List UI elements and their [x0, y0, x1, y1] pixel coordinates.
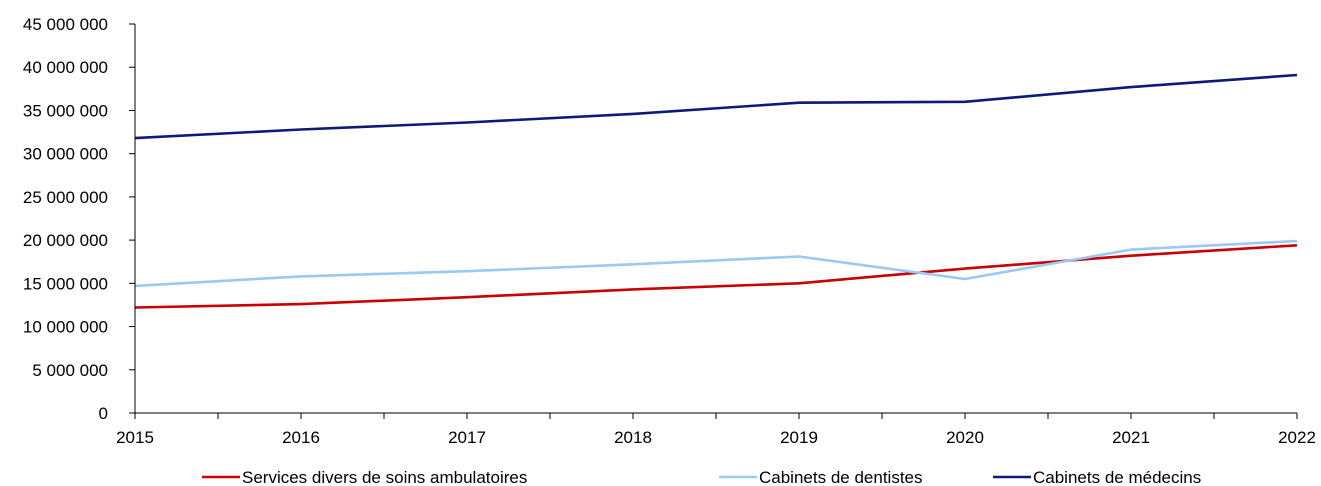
y-tick-label: 30 000 000 — [23, 145, 108, 164]
y-tick-label: 35 000 000 — [23, 101, 108, 120]
y-tick-label: 15 000 000 — [23, 274, 108, 293]
y-tick-label: 40 000 000 — [23, 58, 108, 77]
y-tick-label: 5 000 000 — [32, 361, 108, 380]
y-tick-label: 10 000 000 — [23, 318, 108, 337]
series-line-3 — [135, 75, 1297, 138]
x-tick-label: 2021 — [1112, 428, 1150, 447]
y-tick-label: 20 000 000 — [23, 231, 108, 250]
legend-label: Services divers de soins ambulatoires — [242, 468, 527, 486]
series-lines — [135, 75, 1297, 308]
y-axis-ticks: 0 5 000 000 10 000 000 15 000 000 20 000 000… — [23, 15, 135, 423]
x-tick-label: 2015 — [116, 428, 154, 447]
y-tick-label: 0 — [99, 404, 108, 423]
legend: Services divers de soins ambulatoires Cab… — [202, 468, 1201, 486]
x-tick-label: 2018 — [614, 428, 652, 447]
x-tick-label: 2016 — [282, 428, 320, 447]
legend-label: Cabinets de dentistes — [759, 468, 923, 486]
legend-label: Cabinets de médecins — [1033, 468, 1201, 486]
x-tick-label: 2020 — [946, 428, 984, 447]
x-tick-label: 2017 — [448, 428, 486, 447]
x-tick-label: 2022 — [1278, 428, 1316, 447]
x-tick-label: 2019 — [780, 428, 818, 447]
series-line-2 — [135, 241, 1297, 286]
x-axis-ticks: 2015 2016 2017 2018 2019 2020 2021 2022 — [116, 413, 1316, 447]
axes — [135, 24, 1297, 413]
y-tick-label: 25 000 000 — [23, 188, 108, 207]
y-tick-label: 45 000 000 — [23, 15, 108, 34]
